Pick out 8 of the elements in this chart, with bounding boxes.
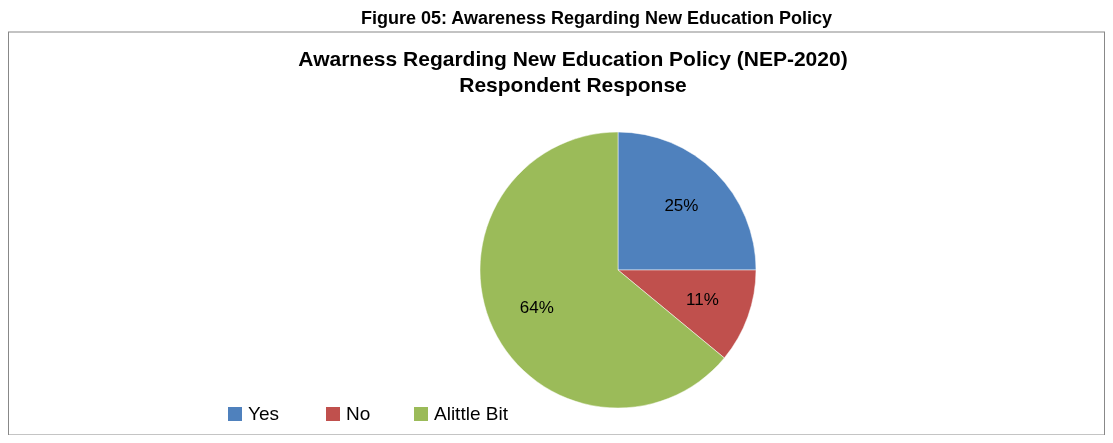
chart-title: Awarness Regarding New Education Policy (NEP-2020) Respondent Response: [298, 47, 848, 96]
legend-label: Yes: [248, 403, 279, 424]
data-label: 64%: [519, 297, 554, 317]
legend-label: Alittle Bit: [434, 403, 509, 424]
data-label: 11%: [686, 289, 719, 309]
legend-label: No: [346, 403, 371, 424]
caption: Figure 05: Awareness Regarding New Education Policy: [360, 8, 833, 28]
data-label: 25%: [664, 196, 699, 216]
